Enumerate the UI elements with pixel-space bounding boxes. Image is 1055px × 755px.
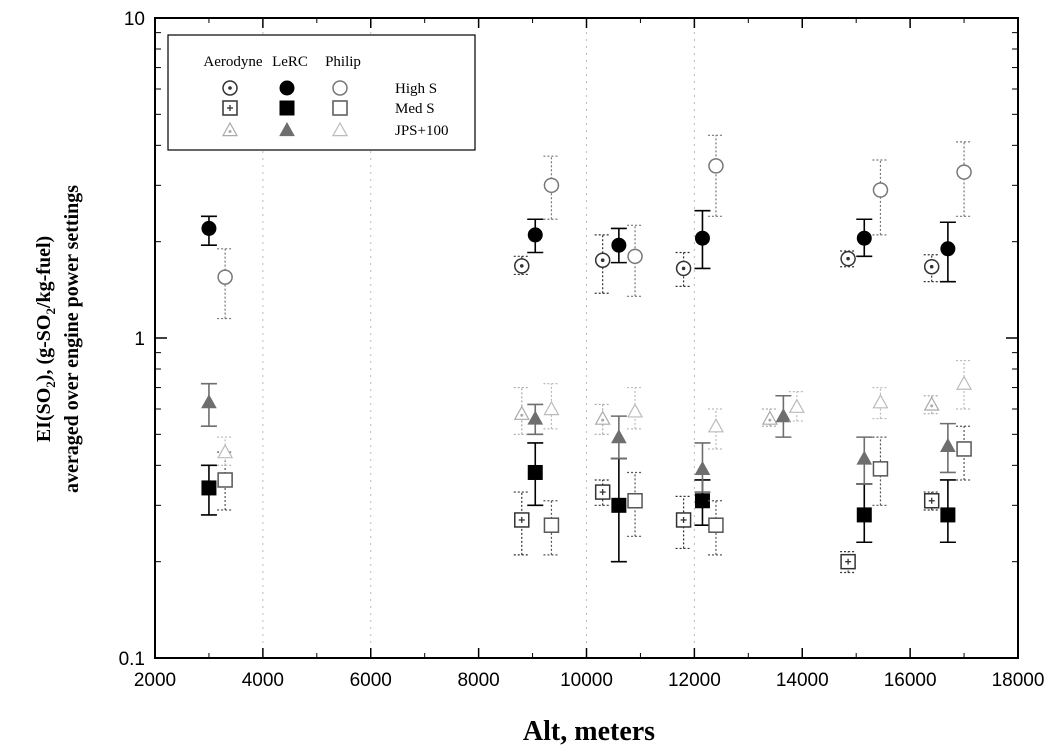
data-point: [527, 410, 544, 425]
data-point-center: [929, 264, 934, 269]
data-point: [872, 182, 889, 198]
x-tick-label: 18000: [992, 670, 1045, 691]
legend-box: [167, 34, 476, 151]
series-aerodyne-jps-100: [513, 386, 940, 435]
data-point: [527, 227, 543, 243]
legend: Aerodyne LeRC Philip High S Med S JPS+100: [167, 34, 476, 151]
data-point: [775, 408, 792, 423]
y-tick-label: 10: [124, 9, 145, 30]
legend-column-header: LeRC: [272, 54, 308, 70]
data-point-center: [846, 256, 850, 261]
data-point: [611, 237, 627, 253]
legend-marker: [279, 80, 295, 96]
data-point: [543, 517, 560, 533]
data-point: [694, 493, 710, 509]
data-point-center: [768, 418, 772, 422]
data-point: [513, 405, 530, 420]
data-point: [694, 230, 710, 246]
data-point: [627, 248, 643, 265]
data-point: [761, 410, 778, 425]
data-point-center: [681, 266, 686, 271]
legend-row-label: High S: [395, 81, 437, 97]
x-axis-label: Alt, meters: [523, 716, 655, 747]
legend-column-header: Philip: [325, 54, 361, 70]
data-point-center: [519, 264, 524, 268]
data-point: [708, 158, 724, 174]
data-point: [940, 507, 956, 523]
x-tick-label: 6000: [350, 670, 392, 691]
legend-marker-center: [228, 130, 232, 133]
x-tick-label: 2000: [134, 670, 176, 691]
data-point: [856, 230, 872, 246]
data-point: [594, 410, 611, 425]
y-tick-label: 0.1: [119, 649, 145, 670]
data-point: [788, 398, 805, 413]
axes: 2000 4000 6000 8000 10000 12000 14000 16000 1800…: [119, 9, 1045, 691]
data-point: [956, 164, 972, 180]
data-point: [708, 517, 724, 533]
legend-marker: [332, 100, 348, 116]
data-point: [856, 507, 872, 523]
data-point-center: [930, 404, 934, 408]
data-point: [956, 441, 972, 457]
data-point-center: [600, 258, 605, 263]
x-tick-label: 10000: [560, 670, 613, 691]
legend-row-label: Med S: [395, 101, 435, 117]
data-point-center: [601, 418, 605, 422]
data-point: [694, 460, 711, 475]
data-point: [611, 497, 627, 513]
y-axis-label-line1: EI(SO2), (g-SO2/kg-fuel): [33, 236, 58, 442]
series-philip-jps-100: [217, 359, 973, 466]
legend-marker: [279, 100, 295, 116]
x-tick-label: 12000: [668, 670, 721, 691]
data-point: [543, 400, 560, 416]
data-point: [217, 472, 233, 488]
data-point: [940, 241, 956, 257]
data-point: [872, 461, 889, 477]
data-point: [872, 393, 889, 409]
data-point: [627, 493, 643, 509]
data-point: [707, 417, 724, 433]
data-point: [217, 443, 234, 459]
x-tick-label: 16000: [884, 670, 937, 691]
data-point: [940, 437, 956, 453]
series-aerodyne-med-s: [513, 479, 940, 574]
legend-marker: [221, 121, 239, 137]
data-point: [217, 269, 233, 285]
x-tick-label: 4000: [242, 670, 284, 691]
data-marks: [200, 134, 973, 574]
y-axis-label-line2: averaged over engine power settings: [61, 185, 83, 493]
series-lerc-jps-100: [200, 382, 956, 493]
x-tick-label: 14000: [776, 670, 829, 691]
data-point: [201, 220, 217, 236]
data-point-center: [520, 413, 524, 417]
data-point: [627, 403, 644, 418]
y-tick-label: 1: [134, 329, 145, 350]
data-point: [527, 464, 543, 480]
x-tick-label: 8000: [457, 670, 499, 691]
series-lerc-med-s: [200, 442, 956, 563]
legend-marker: [279, 121, 295, 137]
legend-marker: [332, 80, 348, 96]
data-point: [201, 394, 217, 409]
legend-marker: [331, 121, 349, 137]
legend-marker-center: [228, 86, 232, 90]
series-philip-high-s: [217, 134, 973, 320]
data-point: [543, 177, 560, 194]
series-philip-med-s: [217, 425, 973, 556]
data-point: [956, 375, 973, 390]
legend-column-header: Aerodyne: [203, 54, 262, 70]
data-point: [201, 480, 217, 496]
data-point: [856, 450, 873, 465]
data-point: [611, 429, 627, 444]
legend-row-label: JPS+100: [395, 123, 448, 139]
series-aerodyne-high-s: [513, 234, 940, 294]
series-lerc-high-s: [200, 209, 956, 283]
data-point: [923, 396, 940, 411]
